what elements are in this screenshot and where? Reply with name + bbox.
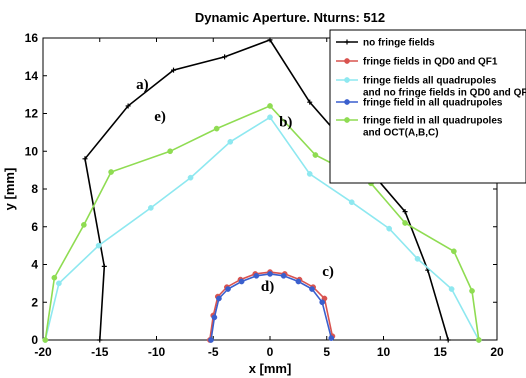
legend: no fringe fields fringe fields in QD0 and… (329, 29, 526, 184)
curve-annotation-label: a) (136, 77, 149, 93)
series-point-2 (147, 205, 154, 211)
legend-swatch-marker (344, 77, 350, 83)
series-point-0 (82, 156, 88, 162)
legend-swatch-marker (344, 117, 350, 123)
series-point-4 (81, 222, 87, 228)
y-tick-label: 8 (31, 182, 38, 196)
curve-annotation-label: d) (261, 279, 274, 295)
series-point-4 (42, 337, 49, 343)
series-point-4 (108, 169, 114, 175)
series-point-0 (267, 37, 273, 43)
series-line-0 (84, 38, 449, 341)
legend-entry-label: fringe field in all quadrupoles (363, 98, 503, 109)
chart-title: Dynamic Aperture. Nturns: 512 (195, 10, 385, 25)
legend-swatch-marker (344, 99, 350, 105)
series-point-2 (414, 255, 421, 262)
series-point-2 (95, 242, 102, 249)
series-point-4 (469, 288, 475, 294)
curve-annotation-label: b) (279, 115, 292, 131)
y-tick-label: 12 (25, 107, 39, 121)
series-point-4 (51, 274, 58, 281)
legend-entry-label: fringe field in all quadrupoles and OCT(A… (363, 116, 503, 139)
series-point-3 (328, 335, 335, 341)
x-tick-label: -20 (34, 345, 52, 359)
y-tick-label: 10 (25, 144, 39, 158)
series-point-2 (187, 174, 194, 181)
annotations-layer: a) b) c) d) e) (136, 77, 334, 295)
legend-swatch-marker (344, 58, 350, 64)
legend-entry-label: no fringe fields (363, 38, 435, 49)
x-tick-label: 15 (434, 345, 448, 359)
series-layer (42, 37, 482, 343)
series-point-4 (213, 125, 220, 132)
series-point-2 (267, 114, 273, 121)
x-tick-label: -10 (148, 345, 166, 359)
series-point-3 (211, 314, 218, 321)
x-axis-title: x [mm] (249, 361, 292, 376)
series-point-3 (267, 271, 273, 277)
series-point-0 (125, 103, 131, 109)
series-point-0 (101, 263, 107, 269)
x-tick-label: 0 (267, 345, 274, 359)
curve-annotation-label: e) (154, 109, 166, 125)
y-tick-label: 16 (25, 31, 39, 45)
series-point-3 (238, 278, 245, 285)
series-point-4 (451, 248, 457, 255)
y-tick-label: 4 (31, 258, 38, 272)
y-tick-label: 14 (25, 69, 39, 83)
series-point-3 (208, 337, 214, 343)
series-point-2 (56, 280, 62, 287)
series-point-3 (295, 278, 302, 285)
series-point-0 (222, 54, 228, 60)
series-point-0 (402, 209, 408, 215)
legend-box (329, 29, 526, 184)
legend-swatch-marker (344, 39, 350, 45)
series-point-0 (307, 99, 313, 105)
y-axis-title: y [mm] (2, 168, 17, 211)
series-point-4 (267, 103, 273, 109)
y-tick-label: 2 (31, 295, 38, 309)
curve-annotation-label: c) (322, 264, 334, 280)
series-point-3 (319, 299, 326, 306)
x-tick-label: -5 (208, 345, 219, 359)
x-tick-label: 5 (323, 345, 330, 359)
series-point-4 (475, 337, 482, 343)
series-point-4 (402, 220, 408, 226)
series-point-2 (448, 286, 455, 292)
legend-entry-label: fringe fields in QD0 and QF1 (363, 57, 498, 68)
y-tick-label: 0 (31, 333, 38, 347)
series-point-2 (386, 225, 393, 232)
series-point-0 (97, 337, 103, 343)
series-point-4 (312, 152, 319, 158)
series-point-3 (225, 286, 231, 292)
series-point-0 (171, 67, 177, 73)
legend-entry-label: fringe fields all quadrupoles and no frin… (363, 76, 526, 99)
series-point-2 (306, 171, 313, 177)
series-point-3 (253, 272, 260, 279)
x-tick-label: 20 (490, 345, 504, 359)
series-point-3 (216, 295, 222, 302)
series-point-0 (445, 337, 451, 343)
series-point-2 (348, 199, 355, 206)
series-point-3 (280, 272, 287, 279)
series-point-3 (309, 286, 315, 292)
x-tick-label: 10 (377, 345, 391, 359)
series-point-2 (227, 138, 234, 145)
axis-ticks: -20 -15 -10 -5 0 5 10 15 20 0 2 4 6 8 10 12 14 16 (25, 31, 504, 359)
y-tick-label: 6 (31, 220, 38, 234)
series-point-4 (167, 148, 173, 155)
x-tick-label: -15 (91, 345, 109, 359)
